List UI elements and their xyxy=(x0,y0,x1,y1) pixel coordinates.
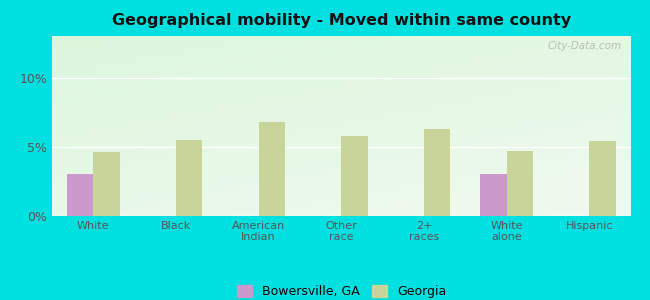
Bar xyxy=(176,140,202,216)
Bar xyxy=(424,129,450,216)
Bar xyxy=(341,136,368,216)
Bar xyxy=(589,141,616,216)
Bar xyxy=(67,175,94,216)
Bar xyxy=(480,175,506,216)
Bar xyxy=(259,122,285,216)
Text: City-Data.com: City-Data.com xyxy=(548,41,622,51)
Bar xyxy=(506,151,533,216)
Title: Geographical mobility - Moved within same county: Geographical mobility - Moved within sam… xyxy=(112,13,571,28)
Bar xyxy=(94,152,120,216)
Legend: Bowersville, GA, Georgia: Bowersville, GA, Georgia xyxy=(231,280,451,300)
